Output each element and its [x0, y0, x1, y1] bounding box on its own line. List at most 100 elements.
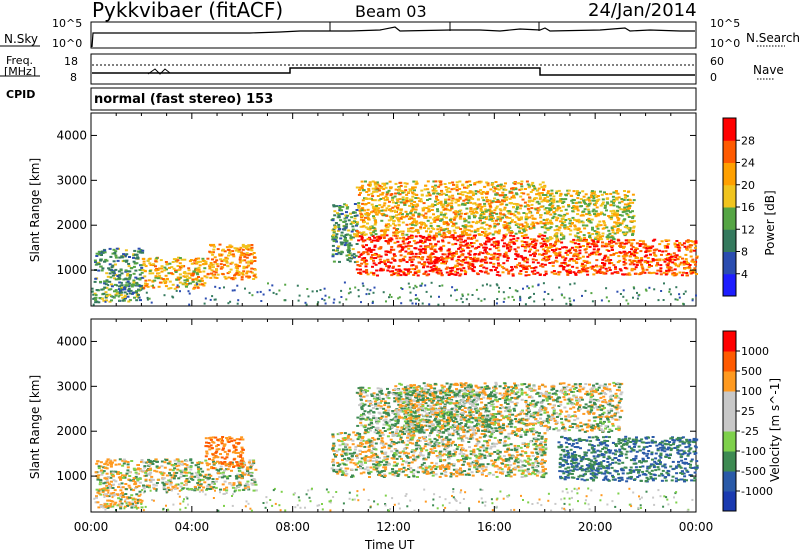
data-cell — [158, 281, 162, 284]
data-cell — [97, 269, 101, 272]
data-cell — [407, 230, 410, 233]
data-cell — [590, 267, 594, 270]
data-cell — [464, 271, 468, 274]
data-cell — [154, 260, 158, 263]
data-cell — [117, 295, 120, 298]
data-cell — [638, 239, 642, 242]
data-cell — [615, 212, 619, 215]
data-cell — [400, 246, 404, 249]
data-cell — [243, 255, 247, 258]
data-cell — [419, 248, 423, 251]
data-cell — [213, 276, 217, 279]
data-cell — [119, 498, 123, 501]
data-cell — [642, 242, 645, 245]
data-cell — [525, 180, 529, 183]
data-cell — [467, 265, 471, 268]
data-cell — [443, 234, 447, 236]
data-cell — [544, 194, 548, 196]
data-cell — [229, 246, 233, 249]
data-cell — [162, 488, 166, 491]
data-cell — [623, 226, 627, 228]
data-cell — [477, 204, 481, 207]
data-cell — [465, 180, 469, 183]
data-cell — [216, 472, 220, 475]
data-cell — [528, 243, 531, 246]
data-cell — [667, 267, 671, 270]
data-cell — [460, 263, 464, 266]
data-cell — [476, 272, 479, 275]
data-cell — [511, 187, 515, 190]
data-cell — [628, 273, 632, 276]
data-cell — [105, 484, 109, 487]
data-cell — [420, 194, 424, 197]
data-cell — [632, 229, 635, 232]
data-cell — [593, 193, 597, 196]
data-cell — [483, 221, 487, 224]
data-cell — [243, 487, 247, 490]
data-cell — [144, 279, 148, 282]
data-cell — [448, 196, 452, 199]
data-cell — [230, 484, 234, 487]
data-cell — [625, 254, 629, 257]
data-cell — [475, 259, 479, 262]
data-cell — [128, 486, 132, 489]
data-cell — [558, 248, 562, 251]
data-cell — [455, 250, 458, 253]
data-cell — [443, 208, 447, 211]
data-cell — [555, 253, 559, 256]
data-cell — [492, 211, 496, 214]
data-cell — [116, 259, 120, 262]
data-cell — [546, 196, 549, 198]
data-cell — [440, 190, 444, 193]
data-cell — [566, 264, 570, 267]
data-cell — [463, 230, 467, 233]
data-cell — [597, 253, 601, 256]
data-cell — [602, 272, 606, 275]
data-cell — [414, 197, 418, 199]
data-cell — [626, 199, 630, 201]
data-cell — [124, 483, 128, 485]
data-cell — [427, 208, 431, 211]
data-cell — [228, 250, 232, 253]
data-cell — [97, 253, 101, 256]
data-cell — [177, 464, 181, 467]
data-cell — [493, 190, 496, 193]
data-cell — [205, 488, 209, 491]
data-cell — [645, 268, 649, 271]
data-cell — [545, 237, 549, 240]
data-cell — [536, 211, 540, 214]
data-cell — [119, 489, 123, 492]
data-cell — [422, 251, 426, 254]
data-cell — [105, 295, 109, 298]
data-cell — [143, 284, 147, 287]
data-cell — [359, 225, 363, 228]
nsky-panel-frame — [90, 21, 697, 49]
data-cell — [372, 262, 376, 265]
data-cell — [647, 271, 651, 274]
data-cell — [450, 207, 454, 210]
data-cell — [380, 209, 384, 212]
data-cell — [440, 235, 444, 238]
data-cell — [626, 214, 630, 217]
data-cell — [211, 266, 215, 269]
data-cell — [378, 269, 382, 272]
data-cell — [165, 459, 169, 461]
data-cell — [385, 226, 389, 229]
data-cell — [162, 280, 166, 283]
data-cell — [611, 254, 615, 256]
data-cell — [421, 282, 424, 285]
data-cell — [520, 232, 524, 234]
data-cell — [388, 186, 392, 189]
data-cell — [111, 487, 115, 489]
data-cell — [166, 462, 170, 465]
data-cell — [253, 268, 257, 271]
data-cell — [215, 480, 218, 483]
data-cell — [636, 261, 639, 264]
data-cell — [118, 458, 122, 461]
data-cell — [471, 197, 475, 200]
data-cell — [416, 197, 420, 200]
data-cell — [431, 185, 435, 188]
data-cell — [543, 290, 546, 293]
data-cell — [183, 463, 187, 465]
data-cell — [551, 264, 555, 267]
